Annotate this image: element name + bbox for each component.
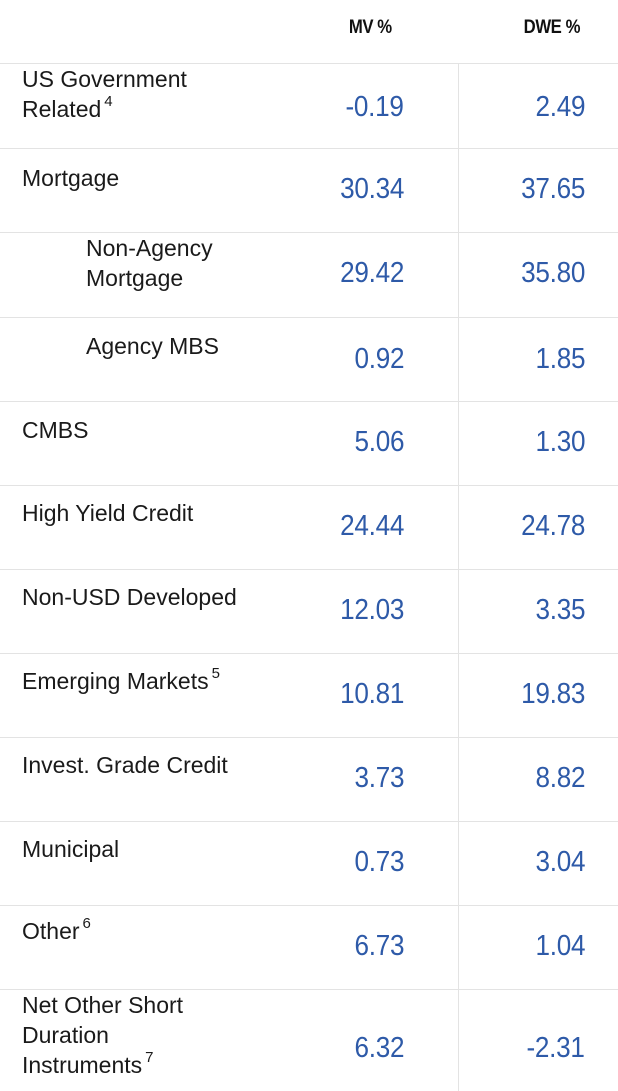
row-label-line: Instruments xyxy=(22,1052,143,1078)
row-label-line: Municipal xyxy=(22,836,120,862)
dwe-value: 19.83 xyxy=(521,678,585,710)
dwe-value: 35.80 xyxy=(521,257,585,289)
row-label: Mortgage xyxy=(22,163,282,193)
row-label-line: Other xyxy=(22,918,80,944)
table-row: Non-Agency Mortgage 29.42 35.80 xyxy=(0,233,618,318)
dwe-value: -2.31 xyxy=(526,1032,585,1064)
row-label-line: Emerging Markets xyxy=(22,668,209,694)
footnote-marker: 7 xyxy=(145,1049,154,1067)
footnote-marker: 5 xyxy=(211,665,220,683)
row-label-line: US Government xyxy=(22,66,187,92)
table-row: US Government Related 4 -0.19 2.49 xyxy=(0,64,618,149)
row-label-line: Agency MBS xyxy=(86,333,219,359)
dwe-value: 1.85 xyxy=(535,343,585,375)
mv-value: 30.34 xyxy=(340,173,404,205)
table-header: MV % DWE % xyxy=(0,0,618,64)
dwe-value: 3.35 xyxy=(535,594,585,626)
row-label-line: Non-Agency xyxy=(86,235,213,261)
dwe-value: 37.65 xyxy=(521,173,585,205)
table-row: Non-USD Developed 12.03 3.35 xyxy=(0,570,618,654)
table-row: CMBS 5.06 1.30 xyxy=(0,402,618,486)
mv-value: 29.42 xyxy=(340,257,404,289)
mv-value: -0.19 xyxy=(345,91,404,123)
mv-value: 6.73 xyxy=(354,930,404,962)
mv-value: 3.73 xyxy=(354,762,404,794)
row-label: Emerging Markets 5 xyxy=(22,666,282,696)
row-label: US Government Related 4 xyxy=(22,64,282,124)
table-row: Other 6 6.73 1.04 xyxy=(0,906,618,990)
table-body: US Government Related 4 -0.19 2.49 Mortgage 30… xyxy=(0,64,618,1091)
row-label-line: CMBS xyxy=(22,417,89,443)
row-label: Invest. Grade Credit xyxy=(22,750,282,780)
column-header-mv: MV % xyxy=(349,17,392,38)
dwe-value: 1.30 xyxy=(535,426,585,458)
mv-value: 0.73 xyxy=(354,846,404,878)
row-label: Non-Agency Mortgage xyxy=(86,233,346,293)
table-row: High Yield Credit 24.44 24.78 xyxy=(0,486,618,570)
row-label-line: Mortgage xyxy=(86,265,184,291)
footnote-marker: 4 xyxy=(104,93,113,111)
dwe-value: 2.49 xyxy=(535,91,585,123)
table-row: Agency MBS 0.92 1.85 xyxy=(0,318,618,402)
row-label-line: Non-USD Developed xyxy=(22,584,237,610)
footnote-marker: 6 xyxy=(82,915,91,933)
row-label-line: Net Other Short xyxy=(22,992,184,1018)
mv-value: 6.32 xyxy=(354,1032,404,1064)
mv-value: 24.44 xyxy=(340,510,404,542)
table-row: Mortgage 30.34 37.65 xyxy=(0,149,618,233)
dwe-value: 3.04 xyxy=(535,846,585,878)
table-row: Emerging Markets 5 10.81 19.83 xyxy=(0,654,618,738)
dwe-value: 24.78 xyxy=(521,510,585,542)
row-label: Net Other Short Duration Instruments 7 xyxy=(22,990,282,1080)
row-label-line: Related xyxy=(22,96,102,122)
mv-value: 0.92 xyxy=(354,343,404,375)
dwe-value: 1.04 xyxy=(535,930,585,962)
row-label: CMBS xyxy=(22,415,282,445)
row-label: Other 6 xyxy=(22,916,282,946)
row-label: Agency MBS xyxy=(86,331,346,361)
row-label: High Yield Credit xyxy=(22,498,282,528)
mv-value: 12.03 xyxy=(340,594,404,626)
row-label: Non-USD Developed xyxy=(22,582,282,612)
mv-value: 10.81 xyxy=(340,678,404,710)
table-row: Net Other Short Duration Instruments 7 6.32 -… xyxy=(0,990,618,1091)
mv-value: 5.06 xyxy=(354,426,404,458)
row-label-line: Mortgage xyxy=(22,165,120,191)
row-label-line: Duration xyxy=(22,1022,109,1048)
dwe-value: 8.82 xyxy=(535,762,585,794)
row-label-line: High Yield Credit xyxy=(22,500,194,526)
table-row: Invest. Grade Credit 3.73 8.82 xyxy=(0,738,618,822)
row-label: Municipal xyxy=(22,834,282,864)
table-row: Municipal 0.73 3.04 xyxy=(0,822,618,906)
row-label-line: Invest. Grade Credit xyxy=(22,752,228,778)
column-header-dwe: DWE % xyxy=(523,17,581,38)
